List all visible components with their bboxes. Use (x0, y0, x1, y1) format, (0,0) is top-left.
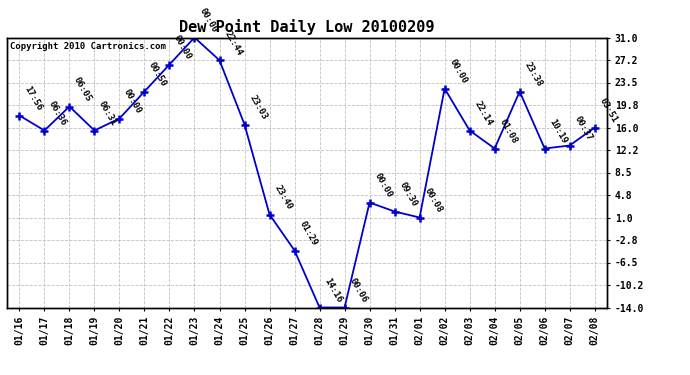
Text: 22:44: 22:44 (222, 30, 244, 57)
Text: 00:06: 00:06 (347, 277, 368, 305)
Text: Copyright 2010 Cartronics.com: Copyright 2010 Cartronics.com (10, 42, 166, 51)
Text: 06:31: 06:31 (97, 100, 119, 128)
Text: 17:56: 17:56 (22, 85, 43, 113)
Text: 03:51: 03:51 (598, 97, 619, 125)
Text: 09:30: 09:30 (397, 181, 419, 209)
Text: 00:00: 00:00 (172, 34, 193, 62)
Text: 00:00: 00:00 (447, 58, 469, 86)
Title: Dew Point Daily Low 20100209: Dew Point Daily Low 20100209 (179, 19, 435, 35)
Text: 00:00: 00:00 (373, 172, 393, 200)
Text: 23:38: 23:38 (522, 61, 544, 89)
Text: 23:03: 23:03 (247, 94, 268, 122)
Text: 00:00: 00:00 (197, 7, 219, 35)
Text: 00:00: 00:00 (122, 88, 144, 116)
Text: 06:36: 06:36 (47, 100, 68, 128)
Text: 22:14: 22:14 (473, 100, 493, 128)
Text: 00:37: 00:37 (573, 115, 593, 143)
Text: 06:05: 06:05 (72, 76, 93, 104)
Text: 00:08: 00:08 (422, 187, 444, 215)
Text: 23:40: 23:40 (273, 184, 293, 212)
Text: 10:19: 10:19 (547, 118, 569, 146)
Text: 14:16: 14:16 (322, 277, 344, 305)
Text: 01:29: 01:29 (297, 220, 319, 248)
Text: 00:50: 00:50 (147, 61, 168, 89)
Text: 01:08: 01:08 (497, 118, 519, 146)
